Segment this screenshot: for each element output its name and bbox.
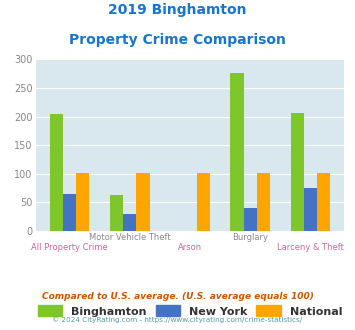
Bar xyxy=(63,194,76,231)
Bar xyxy=(317,173,330,231)
Text: 2019 Binghamton: 2019 Binghamton xyxy=(108,3,247,17)
Bar xyxy=(50,114,63,231)
Text: Motor Vehicle Theft: Motor Vehicle Theft xyxy=(89,233,170,242)
Bar xyxy=(123,214,136,231)
Bar xyxy=(76,173,89,231)
Text: Larceny & Theft: Larceny & Theft xyxy=(277,243,344,251)
Text: © 2024 CityRating.com - https://www.cityrating.com/crime-statistics/: © 2024 CityRating.com - https://www.city… xyxy=(53,317,302,323)
Bar xyxy=(304,188,317,231)
Text: Property Crime Comparison: Property Crime Comparison xyxy=(69,33,286,47)
Bar xyxy=(136,173,149,231)
Text: All Property Crime: All Property Crime xyxy=(31,243,108,251)
Bar xyxy=(244,208,257,231)
Text: Compared to U.S. average. (U.S. average equals 100): Compared to U.S. average. (U.S. average … xyxy=(42,292,313,301)
Bar xyxy=(257,173,270,231)
Bar xyxy=(290,113,304,231)
Bar xyxy=(230,73,244,231)
Text: Arson: Arson xyxy=(178,243,202,251)
Bar xyxy=(197,173,210,231)
Text: Burglary: Burglary xyxy=(232,233,268,242)
Bar xyxy=(110,195,123,231)
Legend: Binghamton, New York, National: Binghamton, New York, National xyxy=(34,302,345,320)
